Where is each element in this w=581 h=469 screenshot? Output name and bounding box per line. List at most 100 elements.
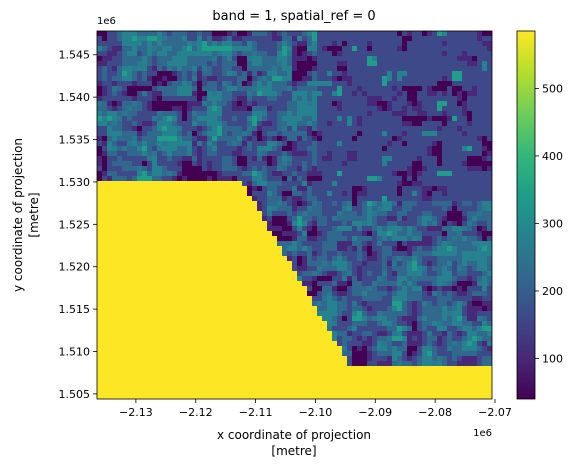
raster-cell <box>442 96 447 101</box>
raster-cell <box>197 326 202 331</box>
raster-cell <box>187 321 192 326</box>
raster-cell <box>432 176 437 181</box>
raster-cell <box>112 231 117 236</box>
raster-cell <box>167 341 172 346</box>
raster-cell <box>467 336 472 341</box>
raster-cell <box>397 336 402 341</box>
raster-cell <box>262 206 267 211</box>
raster-cell <box>192 286 197 291</box>
raster-cell <box>482 296 487 301</box>
raster-cell <box>407 196 412 201</box>
raster-cell <box>422 171 427 176</box>
raster-cell <box>112 276 117 281</box>
raster-cell <box>157 81 162 86</box>
raster-cell <box>127 46 132 51</box>
raster-cell <box>212 321 217 326</box>
raster-cell <box>332 106 337 111</box>
raster-cell <box>292 116 297 121</box>
raster-cell <box>297 331 302 336</box>
raster-cell <box>107 291 112 296</box>
raster-cell <box>417 91 422 96</box>
raster-cell <box>212 161 217 166</box>
raster-cell <box>307 231 312 236</box>
raster-cell <box>282 186 287 191</box>
raster-cell <box>122 346 127 351</box>
raster-cell <box>352 46 357 51</box>
raster-cell <box>157 291 162 296</box>
raster-cell <box>402 66 407 71</box>
raster-cell <box>222 306 227 311</box>
raster-cell <box>197 161 202 166</box>
raster-cell <box>332 101 337 106</box>
raster-cell <box>127 41 132 46</box>
raster-cell <box>437 136 442 141</box>
raster-cell <box>242 191 247 196</box>
raster-cell <box>182 276 187 281</box>
raster-cell <box>417 176 422 181</box>
raster-cell <box>217 171 222 176</box>
raster-cell <box>117 106 122 111</box>
raster-cell <box>267 251 272 256</box>
raster-cell <box>202 226 207 231</box>
raster-cell <box>347 281 352 286</box>
raster-cell <box>367 291 372 296</box>
raster-cell <box>477 266 482 271</box>
raster-cell <box>487 121 492 126</box>
raster-cell <box>232 186 237 191</box>
raster-cell <box>267 126 272 131</box>
raster-cell <box>297 261 302 266</box>
raster-cell <box>152 136 157 141</box>
raster-cell <box>157 231 162 236</box>
raster-cell <box>287 191 292 196</box>
raster-cell <box>437 291 442 296</box>
raster-cell <box>427 91 432 96</box>
raster-cell <box>382 296 387 301</box>
raster-cell <box>312 256 317 261</box>
raster-cell <box>372 101 377 106</box>
raster-cell <box>287 241 292 246</box>
raster-cell <box>182 151 187 156</box>
raster-cell <box>392 101 397 106</box>
raster-cell <box>337 71 342 76</box>
raster-cell <box>97 206 102 211</box>
raster-cell <box>202 116 207 121</box>
raster-cell <box>467 196 472 201</box>
raster-cell <box>172 66 177 71</box>
raster-cell <box>167 101 172 106</box>
raster-cell <box>197 276 202 281</box>
raster-cell <box>447 301 452 306</box>
raster-cell <box>242 96 247 101</box>
raster-cell <box>207 231 212 236</box>
raster-cell <box>272 76 277 81</box>
raster-cell <box>477 96 482 101</box>
raster-cell <box>142 116 147 121</box>
raster-cell <box>412 161 417 166</box>
raster-cell <box>167 331 172 336</box>
raster-cell <box>242 216 247 221</box>
raster-cell <box>137 266 142 271</box>
raster-cell <box>152 166 157 171</box>
raster-cell <box>382 66 387 71</box>
raster-cell <box>322 56 327 61</box>
raster-cell <box>232 151 237 156</box>
raster-cell <box>372 271 377 276</box>
raster-cell <box>122 306 127 311</box>
raster-cell <box>387 96 392 101</box>
raster-cell <box>227 241 232 246</box>
raster-cell <box>387 261 392 266</box>
raster-cell <box>167 206 172 211</box>
raster-cell <box>262 296 267 301</box>
raster-cell <box>162 161 167 166</box>
raster-cell <box>207 211 212 216</box>
raster-cell <box>427 151 432 156</box>
raster-cell <box>112 126 117 131</box>
raster-cell <box>287 216 292 221</box>
raster-cell <box>297 286 302 291</box>
raster-cell <box>262 121 267 126</box>
raster-cell <box>172 246 177 251</box>
raster-cell <box>252 296 257 301</box>
raster-cell <box>192 161 197 166</box>
raster-cell <box>207 261 212 266</box>
raster-cell <box>392 166 397 171</box>
raster-cell <box>202 156 207 161</box>
